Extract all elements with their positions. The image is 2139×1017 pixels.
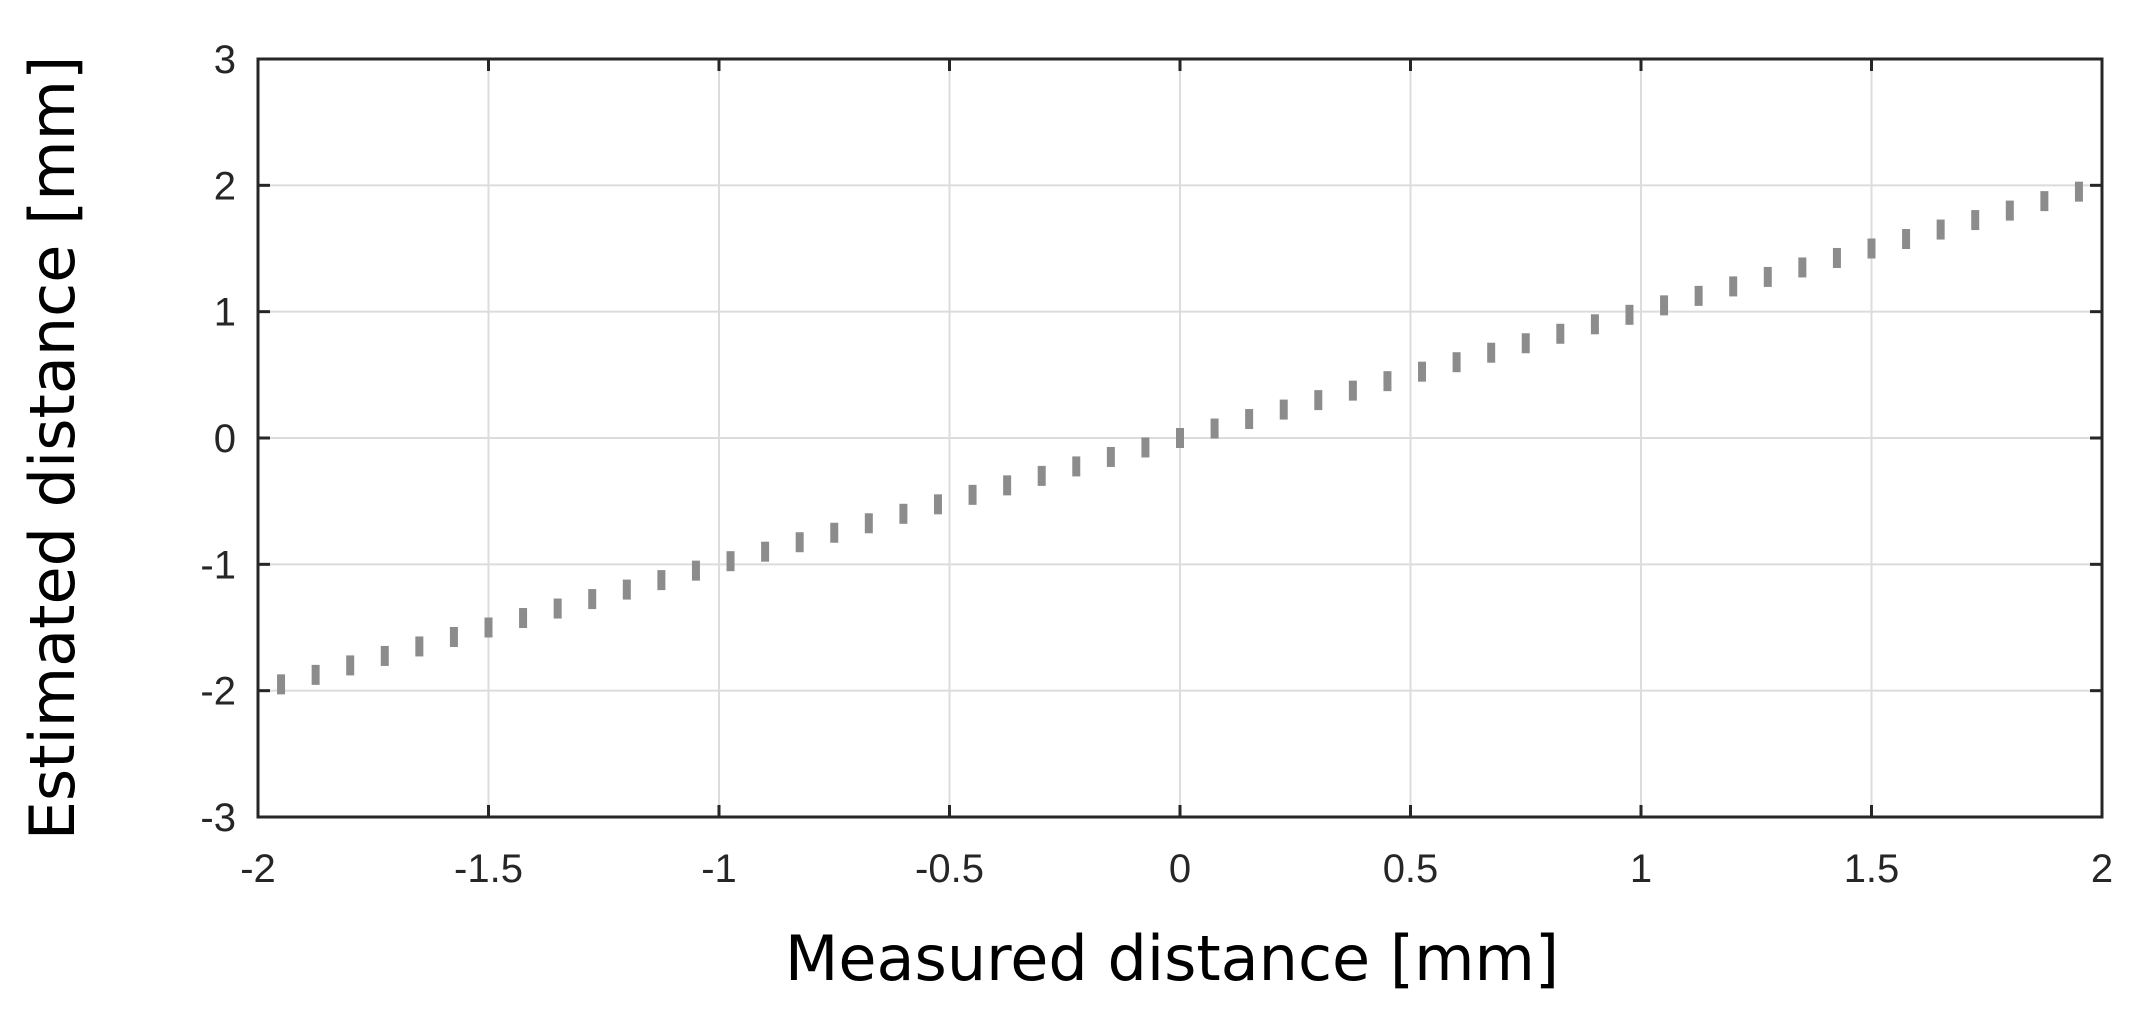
data-point — [1418, 361, 1427, 382]
y-tick-label: -2 — [200, 670, 236, 714]
data-point — [380, 645, 389, 666]
data-point — [1003, 475, 1012, 496]
data-point — [795, 532, 804, 553]
data-point — [2005, 200, 2014, 221]
data-point — [933, 494, 942, 515]
data-point — [1452, 352, 1461, 373]
data-point — [1176, 428, 1184, 448]
x-tick-labels: -2 -1.5 -1 -0.5 0 0.5 1 1.5 2 — [240, 847, 2113, 891]
data-point — [1072, 456, 1081, 477]
plot-frame — [256, 57, 2104, 819]
data-point — [1694, 285, 1703, 306]
data-point — [1245, 409, 1254, 430]
y-tick-label: -1 — [200, 543, 236, 587]
data-point — [553, 598, 562, 619]
y-tick-label: 1 — [214, 291, 236, 335]
data-point — [484, 617, 493, 638]
x-tick-label: 1.5 — [1844, 847, 1900, 891]
data-point — [1383, 371, 1392, 392]
data-point — [761, 541, 770, 562]
data-point — [311, 664, 320, 685]
y-tick-label: -3 — [200, 796, 236, 840]
data-point — [1210, 418, 1219, 439]
x-tick-label: 1 — [1630, 847, 1652, 891]
data-point — [1902, 229, 1911, 250]
x-tick-label: -1.5 — [454, 847, 523, 891]
data-point — [1867, 238, 1876, 259]
data-point — [415, 636, 424, 657]
data-point — [1763, 266, 1772, 287]
data-point — [1729, 276, 1738, 297]
x-tick-label: -2 — [240, 847, 276, 891]
data-point — [519, 608, 528, 629]
data-point — [1590, 314, 1599, 335]
x-tick-label: 0.5 — [1383, 847, 1439, 891]
data-point — [1556, 323, 1565, 344]
y-axis-label: Estimated distance [mm] — [16, 56, 89, 841]
data-points — [277, 181, 2083, 695]
data-point — [1660, 295, 1669, 316]
data-point — [968, 484, 977, 505]
data-point — [622, 579, 631, 600]
data-point — [864, 513, 873, 534]
data-point — [899, 503, 908, 524]
y-tick-labels: 3 2 1 0 -1 -2 -3 — [200, 38, 236, 840]
data-point — [1625, 304, 1634, 325]
data-point — [346, 655, 355, 676]
x-tick-label: -1 — [701, 847, 737, 891]
y-tick-label: 2 — [214, 164, 236, 208]
data-point — [1487, 342, 1496, 363]
x-tick-label: 2 — [2091, 847, 2113, 891]
data-point — [1832, 247, 1841, 268]
x-axis-label: Measured distance [mm] — [785, 922, 1559, 995]
data-point — [1106, 446, 1115, 467]
data-point — [830, 522, 839, 543]
data-point — [657, 570, 666, 591]
data-point — [726, 551, 735, 572]
data-point — [2040, 191, 2049, 212]
data-point — [449, 626, 458, 647]
grid-lines — [258, 59, 2102, 817]
data-point — [1521, 333, 1530, 354]
data-point — [1348, 380, 1357, 401]
data-point — [691, 560, 700, 581]
y-tick-label: 0 — [214, 417, 236, 461]
data-point — [1279, 399, 1288, 420]
data-point — [1314, 390, 1323, 411]
y-tick-label: 3 — [214, 38, 236, 82]
data-point — [1936, 219, 1945, 240]
data-point — [1971, 210, 1980, 231]
data-point — [2074, 181, 2083, 202]
data-point — [588, 589, 597, 610]
x-tick-label: -0.5 — [915, 847, 984, 891]
data-point — [1037, 465, 1046, 486]
data-point — [277, 674, 286, 695]
data-point — [1141, 437, 1150, 458]
axes-frame — [256, 57, 2104, 819]
x-tick-label: 0 — [1169, 847, 1191, 891]
data-point — [1798, 257, 1807, 278]
